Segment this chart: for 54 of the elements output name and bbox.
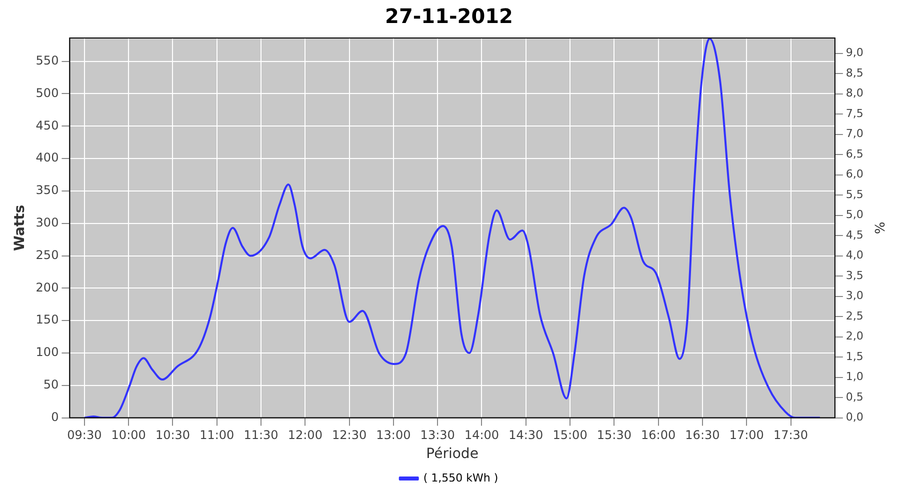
y-tick-label: 50 [43, 378, 59, 392]
x-tick-label: 15:30 [596, 428, 632, 442]
x-tick-label: 10:00 [111, 428, 146, 442]
y2-tick-label: 6,0 [846, 168, 864, 181]
line-series [83, 38, 821, 418]
y2-tick-label: 7,5 [846, 106, 864, 120]
y2-tick-label: 5,0 [846, 208, 864, 222]
y-tick-label: 0 [51, 410, 59, 424]
y2-tick-label: 1,5 [846, 350, 864, 363]
x-tick-label: 14:00 [464, 428, 500, 442]
y-tick-label: 300 [36, 215, 59, 230]
y2-tick-label: 2,0 [846, 330, 864, 343]
x-tick-label: 17:30 [773, 428, 808, 442]
y2-tick-label: 8,5 [846, 66, 864, 80]
y-tick-label: 150 [36, 312, 59, 327]
y2-tick-label: 3,5 [846, 268, 864, 282]
y-axis-title: Watts [12, 204, 28, 251]
x-tick-label: 11:00 [200, 428, 234, 442]
y-tick-label: 100 [36, 345, 59, 360]
x-tick-label: 17:00 [729, 428, 764, 442]
y2-tick-label: 3,0 [846, 289, 864, 302]
chart-title: 27-11-2012 [385, 4, 513, 28]
x-tick-label: 16:00 [641, 428, 676, 442]
y2-tick-label: 0,0 [846, 410, 864, 424]
x-tick-label: 12:30 [332, 428, 367, 442]
y2-tick-label: 4,0 [846, 248, 864, 262]
y2-tick-label: 0,5 [846, 390, 864, 404]
y-tick-label: 450 [36, 118, 59, 132]
x-tick-label: 16:30 [685, 428, 720, 442]
x-tick-label: 14:30 [508, 428, 544, 442]
legend-label: ( 1,550 kWh ) [423, 471, 498, 484]
y2-tick-label: 9,0 [846, 46, 864, 60]
y2-tick-label: 1,0 [846, 370, 864, 384]
x-tick-label: 15:00 [552, 428, 588, 442]
y2-tick-label: 4,5 [846, 228, 864, 242]
y2-tick-label: 7,0 [846, 127, 864, 140]
y-tick-label: 200 [36, 280, 59, 294]
x-axis-title: Période [426, 446, 478, 462]
x-tick-label: 13:00 [376, 428, 411, 442]
x-tick-label: 09:30 [67, 428, 102, 442]
y-tick-label: 350 [36, 183, 59, 198]
x-tick-label: 10:30 [155, 428, 190, 442]
y-tick-label: 250 [36, 248, 59, 262]
y2-axis-title: % [870, 222, 886, 234]
y2-tick-label: 2,5 [846, 309, 864, 322]
y-tick-label: 550 [36, 53, 59, 68]
y2-tick-label: 8,0 [846, 86, 864, 100]
x-tick-label: 12:00 [288, 428, 322, 442]
y-tick-label: 500 [36, 86, 59, 100]
x-tick-label: 11:30 [244, 428, 278, 442]
y2-tick-label: 6,5 [846, 147, 864, 160]
y2-tick-label: 5,5 [846, 188, 864, 201]
x-tick-label: 13:30 [420, 428, 455, 442]
y-tick-label: 400 [36, 150, 59, 165]
